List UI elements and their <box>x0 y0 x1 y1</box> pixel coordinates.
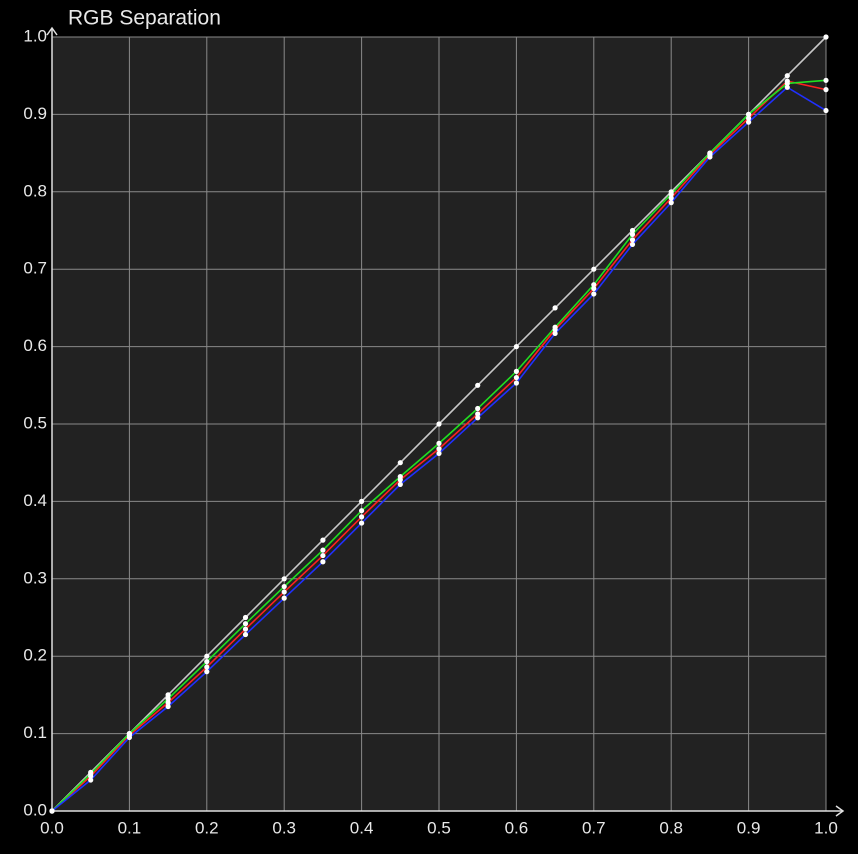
data-point <box>320 559 326 565</box>
x-axis-arrow <box>835 805 845 817</box>
data-point <box>629 237 636 243</box>
chart-title: RGB Separation <box>68 7 221 30</box>
data-point <box>707 154 713 160</box>
data-point <box>242 614 249 621</box>
data-point <box>552 324 558 330</box>
data-point <box>513 344 520 350</box>
data-point <box>359 498 365 504</box>
data-point <box>320 537 326 543</box>
data-point <box>823 34 829 40</box>
data-point <box>204 664 210 670</box>
x-tick-label: 0.3 <box>272 818 296 837</box>
y-tick-label: 0.5 <box>23 413 47 432</box>
data-point <box>746 119 752 125</box>
data-point <box>165 696 171 702</box>
x-tick-label: 0.1 <box>118 818 142 837</box>
data-point <box>591 291 597 297</box>
data-point <box>436 440 442 446</box>
x-tick-label: 0.9 <box>737 818 761 837</box>
data-point <box>165 700 171 706</box>
data-point <box>165 703 171 710</box>
data-point <box>281 583 287 590</box>
data-point <box>281 595 287 601</box>
x-tick-label: 0.7 <box>582 818 606 837</box>
data-point <box>436 421 442 427</box>
x-tick-label: 0.5 <box>427 818 451 837</box>
data-point <box>784 73 790 79</box>
data-point <box>320 552 326 559</box>
data-point <box>475 382 481 388</box>
data-point <box>591 285 597 292</box>
data-point <box>397 474 403 480</box>
x-tick-label: 0.4 <box>350 818 374 837</box>
y-tick-label: 0.7 <box>23 259 47 278</box>
data-point <box>784 84 790 90</box>
data-point <box>359 514 365 520</box>
y-tick-label: 0.8 <box>23 181 47 200</box>
y-tick-label: 0.0 <box>23 800 47 819</box>
data-point <box>397 481 403 487</box>
x-tick-label: 1.0 <box>814 818 838 837</box>
x-tick-label: 0.6 <box>505 818 529 837</box>
data-point <box>823 77 829 83</box>
data-point <box>88 771 94 777</box>
y-axis-arrow <box>46 26 58 36</box>
y-tick-label: 0.4 <box>23 491 47 510</box>
data-point <box>707 150 713 156</box>
data-point <box>784 80 790 87</box>
data-point <box>823 107 829 114</box>
data-point <box>746 115 752 121</box>
data-point <box>746 111 752 117</box>
data-point <box>359 508 365 514</box>
data-point <box>126 734 132 741</box>
y-tick-label: 0.1 <box>23 723 47 742</box>
y-tick-label: 1.0 <box>23 26 47 45</box>
data-point <box>397 460 403 466</box>
y-tick-label: 0.6 <box>23 336 47 355</box>
data-point <box>320 547 326 553</box>
x-tick-label: 0.0 <box>40 818 64 837</box>
data-point <box>436 446 442 452</box>
y-tick-label: 0.3 <box>23 568 47 587</box>
data-point <box>823 87 829 93</box>
data-point <box>475 415 481 421</box>
y-tick-label: 0.9 <box>23 104 47 123</box>
data-point <box>668 191 674 197</box>
data-point <box>242 621 249 627</box>
data-point <box>475 411 481 417</box>
x-tick-label: 0.2 <box>195 818 219 837</box>
data-point <box>591 266 597 272</box>
data-point <box>629 241 636 248</box>
data-point <box>204 653 210 659</box>
data-point <box>436 450 442 457</box>
data-point <box>629 227 636 234</box>
data-point <box>475 405 481 412</box>
data-point <box>629 231 636 237</box>
data-point <box>126 731 132 737</box>
data-point <box>242 631 249 638</box>
data-point <box>668 195 674 201</box>
data-point <box>513 380 520 386</box>
data-point <box>591 282 597 288</box>
data-point <box>552 305 558 311</box>
data-point <box>552 330 558 337</box>
data-point <box>281 589 287 595</box>
data-point <box>204 669 210 675</box>
x-tick-label: 0.8 <box>659 818 683 837</box>
data-point <box>281 576 287 582</box>
data-point <box>513 374 520 381</box>
data-point <box>88 777 94 783</box>
data-point <box>513 368 520 374</box>
data-point <box>49 808 55 814</box>
data-point <box>242 626 249 632</box>
data-point <box>359 520 365 526</box>
data-point <box>204 659 210 665</box>
data-point <box>668 200 674 206</box>
y-tick-label: 0.2 <box>23 646 47 665</box>
data-point <box>165 692 171 698</box>
